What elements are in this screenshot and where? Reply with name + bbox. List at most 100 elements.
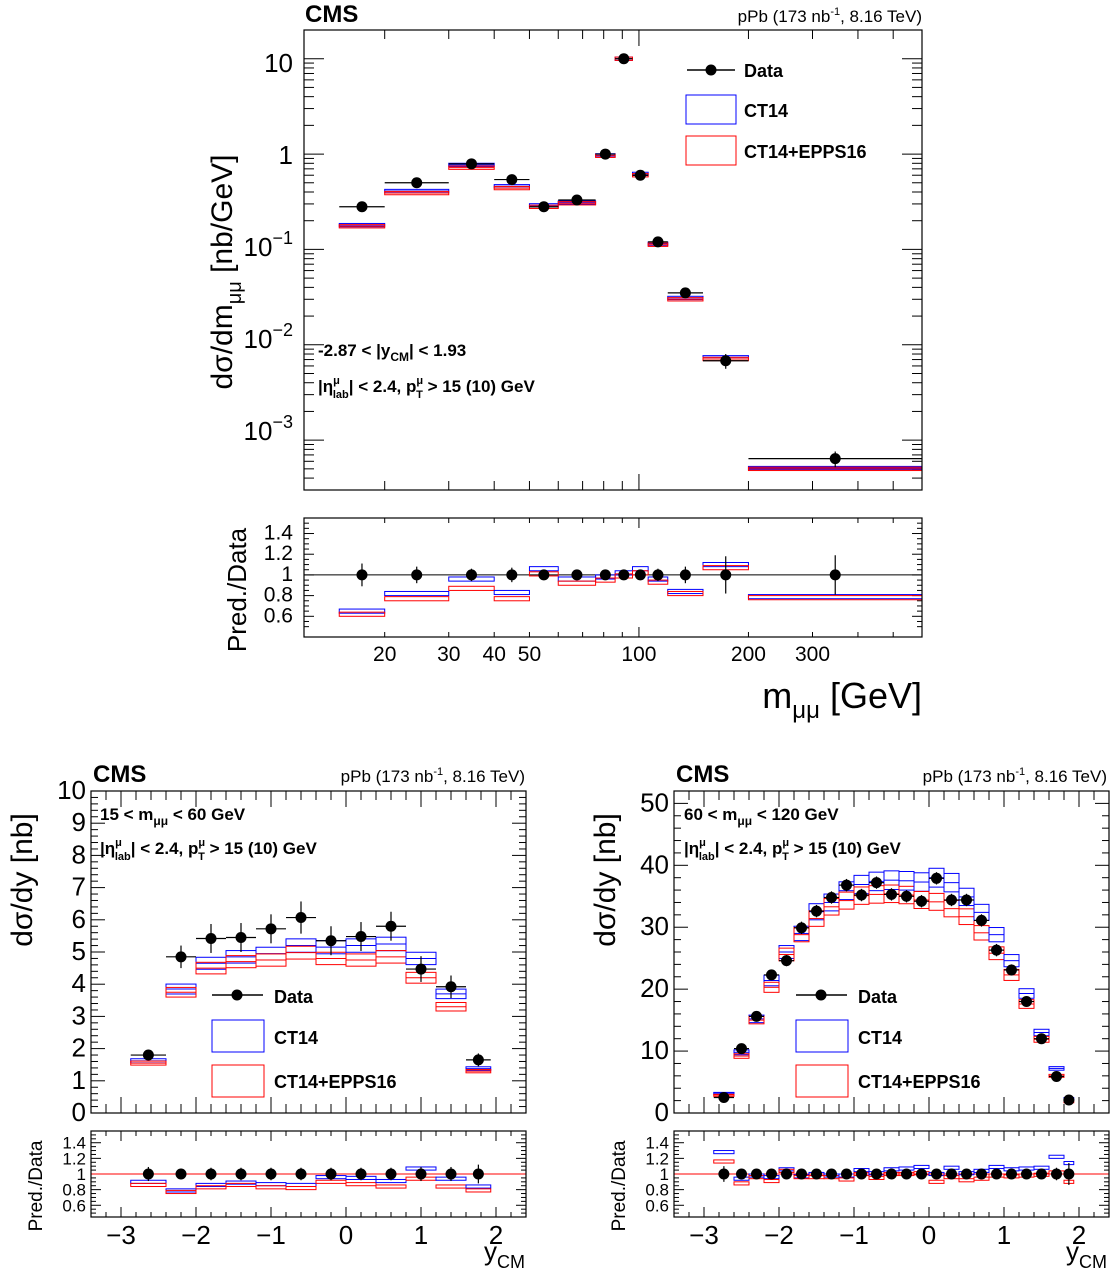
top-data-point [411, 177, 423, 189]
br-main-frame [673, 790, 1110, 1114]
top-ct14-ratio-box [338, 608, 386, 614]
br-ratio-data-point [1036, 1168, 1047, 1180]
bl-data-point [205, 932, 217, 944]
br-ytick-label: 50 [640, 787, 669, 817]
bl-rtick-label: 0.6 [62, 1196, 86, 1215]
br-ytick-label: 40 [640, 849, 669, 879]
br-data-point [946, 894, 957, 906]
br-data-point [976, 914, 987, 926]
top-ratio-data-point [652, 569, 664, 581]
top-ratio-data-point [411, 569, 423, 581]
top-data-point [652, 236, 664, 248]
top-acceptance: |ημ lab| < 2.4, pμ T > 15 (10) GeV [318, 375, 535, 401]
br-ratio-data-point [961, 1168, 972, 1180]
bl-epps16-ratio-box [465, 1188, 492, 1193]
top-data-point [465, 158, 477, 170]
br-ratio-data-point [901, 1168, 912, 1180]
top-xtick-label: 300 [795, 643, 830, 666]
bl-xtick-label: 2 [489, 1220, 503, 1250]
bl-ratio-data-point [295, 1168, 307, 1180]
bl-ytick-label: 9 [72, 807, 86, 837]
top-data-point [720, 355, 732, 367]
br-epps16-ratio-box [713, 1159, 735, 1164]
top-ratio-data-point [679, 569, 691, 581]
bl-ytick-label: 3 [72, 1000, 86, 1030]
top-ratio-data-point [506, 569, 518, 581]
top-ratio-data-point [634, 569, 646, 581]
br-data-point [856, 889, 867, 901]
bl-rtick-label: 1.2 [62, 1149, 86, 1168]
br-ratio-data-point [796, 1168, 807, 1180]
br-ratio-data-point [946, 1168, 957, 1180]
br-main-ylabel: dσ/dy [nb] [589, 813, 622, 947]
top-data-point [634, 169, 646, 181]
br-ratio-data-point [826, 1168, 837, 1180]
br-data-point [796, 922, 807, 934]
bl-ratio-data-point [205, 1168, 217, 1180]
top-rtick-label: 0.6 [264, 604, 293, 627]
cms-label-bl: CMS [93, 761, 146, 788]
br-ytick-label: 10 [640, 1035, 669, 1065]
bl-ratio-data-point [385, 1168, 397, 1180]
br-data-point [1006, 964, 1017, 976]
top-ratio-data-point [571, 569, 583, 581]
bl-legend-epps16: CT14+EPPS16 [274, 1072, 397, 1092]
br-ratio-data-point [751, 1168, 762, 1180]
bl-ratio-data-point [142, 1168, 154, 1180]
bl-data-point [385, 920, 397, 932]
br-ratio-data-point [856, 1168, 867, 1180]
cms-label-br: CMS [676, 761, 729, 788]
top-ytick-10: 10 [264, 48, 293, 78]
top-xtick-label: 50 [518, 643, 541, 666]
br-ytick-label: 0 [655, 1097, 669, 1127]
br-ratio-data-point [766, 1168, 777, 1180]
bl-ratio-data-point [325, 1168, 337, 1180]
bl-xtick-label: −2 [181, 1220, 211, 1250]
bl-epps16-ratio-box [285, 1186, 317, 1191]
bl-data-point [265, 923, 277, 935]
br-main-ticks [673, 790, 1110, 1217]
top-ratio-data-point [720, 569, 732, 581]
br-ratio-data-point [736, 1168, 747, 1180]
br-data-point [1063, 1094, 1075, 1106]
top-rtick-label: 1 [281, 563, 293, 586]
bl-data-point [175, 951, 187, 963]
top-data-point [506, 174, 518, 186]
bl-ytick-label: 5 [72, 936, 86, 966]
br-ratio-data-point [871, 1168, 882, 1180]
top-ycm-range: -2.87 < |yCM| < 1.93 [318, 341, 466, 364]
br-ratio-ylabel: Pred./Data [609, 1140, 630, 1231]
bl-xtick-label: −1 [256, 1220, 286, 1250]
br-data-point [1036, 1033, 1047, 1045]
bl-data-point [472, 1054, 484, 1066]
bl-ytick-label: 6 [72, 904, 86, 934]
top-epps16-ratio-box [557, 580, 597, 586]
top-ratio-data-point [618, 569, 630, 581]
bl-data-point [415, 963, 427, 975]
br-rtick-label: 1 [660, 1165, 669, 1184]
br-xtick-label: −3 [689, 1220, 719, 1250]
top-ratio-data-point [599, 569, 611, 581]
bl-data-point [235, 932, 247, 944]
top-legend-ct14: CT14 [744, 101, 788, 121]
br-xtick-label: −2 [764, 1220, 794, 1250]
top-ct14-ratio-box [493, 589, 530, 596]
top-epps16-ratio-box [384, 596, 450, 602]
br-data-point [1051, 1070, 1062, 1082]
bl-ratio-data-point [472, 1168, 484, 1180]
br-ct14-ratio-box [713, 1150, 735, 1155]
br-data-point [871, 877, 882, 889]
top-main-frame [303, 29, 923, 491]
bl-data-point [325, 935, 337, 947]
br-data-point [991, 944, 1002, 956]
top-data-point [618, 53, 630, 65]
br-ytick-label: 20 [640, 973, 669, 1003]
top-ytick-0.001: 10−3 [244, 412, 293, 446]
br-data-point [781, 955, 792, 967]
bl-main-ylabel: dσ/dy [nb] [6, 813, 39, 947]
top-rtick-label: 1.4 [264, 522, 294, 545]
top-xlabel: mμμ [GeV] [762, 675, 922, 724]
top-rtick-label: 0.8 [264, 584, 293, 607]
top-data-point [829, 453, 841, 465]
